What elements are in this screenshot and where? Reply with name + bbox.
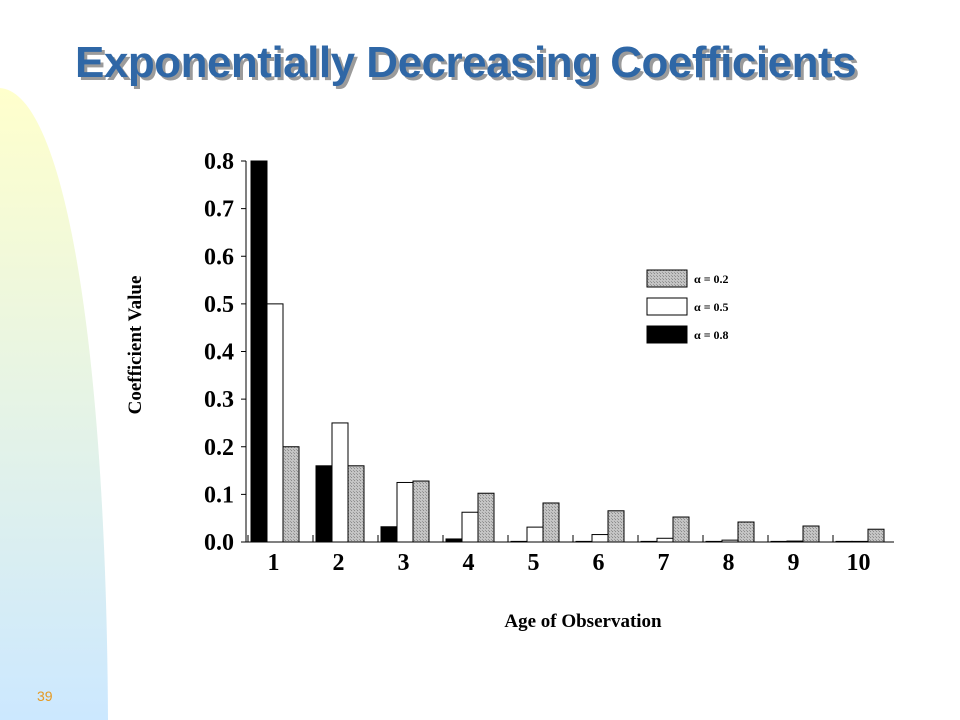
bar — [607, 510, 625, 543]
y-tick-label: 0.1 — [204, 482, 234, 508]
bar — [851, 540, 869, 543]
bar — [461, 511, 479, 543]
bar — [542, 502, 560, 543]
bar — [786, 540, 804, 543]
bar — [835, 540, 853, 543]
x-tick-label: 3 — [398, 550, 410, 576]
x-tick-label: 5 — [528, 550, 540, 576]
bar — [575, 540, 593, 543]
bar — [705, 540, 723, 543]
y-tick-label: 0.7 — [204, 197, 234, 223]
bar — [250, 160, 268, 543]
bar — [640, 540, 658, 543]
bar — [282, 446, 300, 543]
y-tick-label: 0.6 — [204, 244, 234, 270]
bar — [331, 422, 349, 543]
bar — [770, 540, 788, 543]
bar — [721, 539, 739, 543]
legend-swatch — [646, 325, 688, 344]
bar — [315, 465, 333, 543]
bar — [802, 525, 820, 543]
bar — [347, 465, 365, 543]
x-tick-label: 4 — [463, 550, 475, 576]
page-number: 39 — [37, 688, 53, 704]
legend-label: α = 0.8 — [694, 328, 729, 342]
bar — [672, 516, 690, 543]
legend-swatch — [646, 269, 688, 288]
y-tick-label: 0.3 — [204, 387, 234, 413]
y-tick-label: 0.4 — [204, 340, 234, 366]
chart-legend: α = 0.2 α = 0.5 α = 0.8 — [646, 269, 729, 344]
x-axis: 1 2 3 4 5 6 7 8 9 10 — [246, 535, 894, 576]
slide-title: Exponentially Decreasing Coefficients — [75, 38, 857, 87]
y-axis: 0.0 0.1 0.2 0.3 0.4 0.5 0.6 0.7 0.8 — [204, 149, 247, 556]
x-tick-label: 1 — [268, 550, 280, 576]
bar — [380, 526, 398, 543]
bar — [412, 480, 430, 543]
x-tick-label: 9 — [788, 550, 800, 576]
x-tick-label: 6 — [593, 550, 605, 576]
y-axis-title: Coefficient Value — [125, 276, 146, 415]
x-tick-label: 8 — [723, 550, 735, 576]
bar — [867, 528, 885, 543]
bar — [526, 526, 544, 543]
y-tick-label: 0.0 — [204, 530, 234, 556]
x-tick-label: 7 — [658, 550, 670, 576]
legend-label: α = 0.2 — [694, 272, 729, 286]
x-tick-label: 2 — [333, 550, 345, 576]
x-tick-label: 10 — [847, 550, 871, 576]
y-tick-label: 0.2 — [204, 435, 234, 461]
bar — [591, 534, 609, 543]
bar — [510, 540, 528, 543]
legend-swatch — [646, 297, 688, 316]
bar — [656, 537, 674, 543]
y-tick-label: 0.8 — [204, 149, 234, 175]
y-tick-label: 0.5 — [204, 292, 234, 318]
bar — [266, 303, 284, 543]
legend-label: α = 0.5 — [694, 300, 729, 314]
bar — [445, 538, 463, 543]
bars — [250, 160, 885, 543]
bar — [477, 492, 495, 543]
bar — [737, 521, 755, 543]
x-axis-title: Age of Observation — [504, 611, 662, 632]
bar — [396, 481, 414, 543]
